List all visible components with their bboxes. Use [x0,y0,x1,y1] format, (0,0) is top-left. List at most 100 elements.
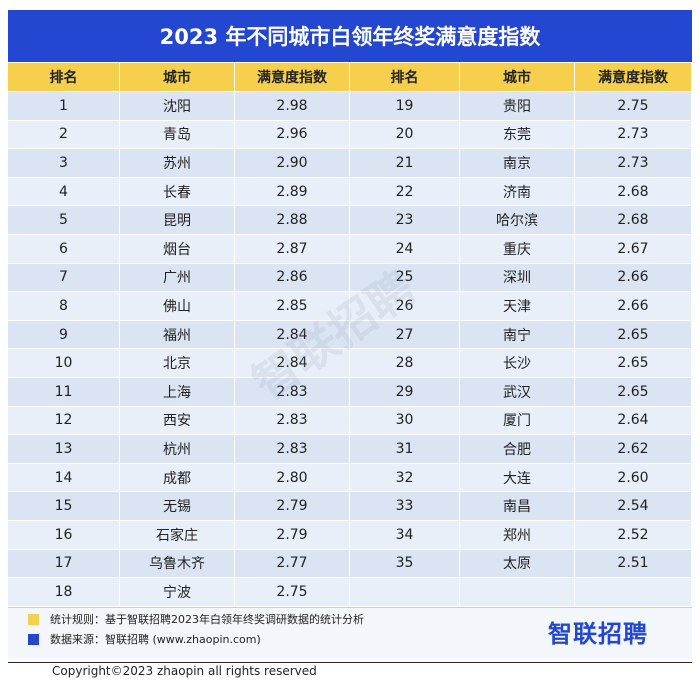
rank-cell: 13 [8,435,120,464]
rank-cell: 7 [8,263,120,293]
header-cell: 排名 [350,63,460,92]
city-cell: 深圳 [460,263,575,293]
city-cell: 重庆 [460,235,575,264]
legend-square [28,614,39,625]
city-cell: 南昌 [460,492,575,521]
city-cell: 武汉 [460,378,575,407]
city-cell: 宁波 [120,578,235,607]
city-cell: 郑州 [460,521,575,550]
score-cell: 2.86 [235,263,350,293]
rank-cell: 2 [8,120,120,150]
rank-cell: 8 [8,292,120,321]
rank-cell: 11 [8,378,120,407]
legend-square [28,634,39,645]
title: 2023 年不同城市白领年终奖满意度指数 [8,10,692,62]
city-cell: 成都 [120,463,235,493]
rank-cell: 29 [350,378,460,407]
city-cell: 烟台 [120,235,235,264]
city-cell: 南宁 [460,320,575,350]
rank-cell: 23 [350,206,460,235]
city-cell: 东莞 [460,120,575,150]
header-cell: 满意度指数 [235,63,350,92]
score-cell: 2.79 [235,492,350,521]
score-cell: 2.85 [235,292,350,321]
rank-cell: 25 [350,263,460,293]
city-cell: 杭州 [120,435,235,464]
score-cell: 2.96 [235,120,350,150]
city-cell: 贵阳 [460,92,575,121]
empty-cell [350,578,460,607]
rank-cell: 26 [350,292,460,321]
score-cell: 2.65 [575,349,692,378]
city-cell: 长春 [120,177,235,207]
header-cell: 城市 [460,63,575,92]
city-cell: 北京 [120,349,235,378]
score-cell: 2.67 [575,235,692,264]
score-cell: 2.90 [235,149,350,178]
city-cell: 苏州 [120,149,235,178]
city-cell: 佛山 [120,292,235,321]
city-cell: 太原 [460,549,575,579]
score-cell: 2.89 [235,177,350,207]
city-cell: 济南 [460,177,575,207]
rank-cell: 27 [350,320,460,350]
score-cell: 2.65 [575,320,692,350]
city-cell: 石家庄 [120,521,235,550]
rank-cell: 5 [8,206,120,235]
empty-cell [460,578,575,607]
score-cell: 2.51 [575,549,692,579]
rank-cell: 28 [350,349,460,378]
score-cell: 2.75 [235,578,350,607]
score-cell: 2.68 [575,206,692,235]
rank-cell: 4 [8,177,120,207]
rank-cell: 21 [350,149,460,178]
score-cell: 2.84 [235,320,350,350]
rank-cell: 35 [350,549,460,579]
empty-cell [575,578,692,607]
score-cell: 2.75 [575,92,692,121]
rank-cell: 22 [350,177,460,207]
rank-cell: 20 [350,120,460,150]
score-cell: 2.84 [235,349,350,378]
source-note: 数据来源：智联招聘 (www.zhaopin.com) [50,633,261,646]
score-cell: 2.80 [235,463,350,493]
city-cell: 乌鲁木齐 [120,549,235,579]
rank-cell: 14 [8,463,120,493]
rank-cell: 15 [8,492,120,521]
score-cell: 2.66 [575,263,692,293]
city-cell: 福州 [120,320,235,350]
header-cell: 满意度指数 [575,63,692,92]
rank-cell: 3 [8,149,120,178]
city-cell: 长沙 [460,349,575,378]
city-cell: 合肥 [460,435,575,464]
score-cell: 2.54 [575,492,692,521]
logo: 智联招聘 [548,620,648,648]
rank-cell: 34 [350,521,460,550]
rank-cell: 31 [350,435,460,464]
score-cell: 2.66 [575,292,692,321]
score-cell: 2.98 [235,92,350,121]
score-cell: 2.73 [575,120,692,150]
score-cell: 2.79 [235,521,350,550]
rank-cell: 24 [350,235,460,264]
score-cell: 2.52 [575,521,692,550]
rank-cell: 30 [350,406,460,436]
city-cell: 广州 [120,263,235,293]
copyright: Copyright©2023 zhaopin all rights reserv… [52,664,317,678]
city-cell: 西安 [120,406,235,436]
rank-cell: 32 [350,463,460,493]
score-cell: 2.62 [575,435,692,464]
score-cell: 2.65 [575,378,692,407]
score-cell: 2.83 [235,378,350,407]
score-cell: 2.88 [235,206,350,235]
score-cell: 2.64 [575,406,692,436]
city-cell: 南京 [460,149,575,178]
city-cell: 厦门 [460,406,575,436]
rank-cell: 19 [350,92,460,121]
city-cell: 昆明 [120,206,235,235]
score-cell: 2.83 [235,406,350,436]
score-cell: 2.73 [575,149,692,178]
city-cell: 天津 [460,292,575,321]
rank-cell: 12 [8,406,120,436]
